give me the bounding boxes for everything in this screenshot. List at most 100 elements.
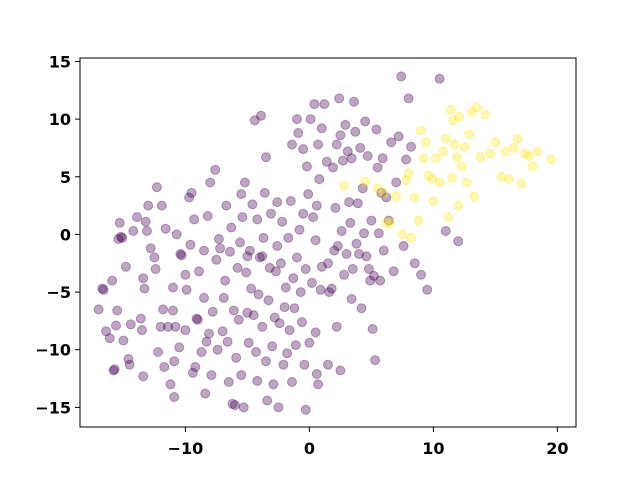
y-tick-label: 0	[60, 225, 71, 244]
data-point	[279, 302, 290, 313]
data-point	[459, 141, 470, 152]
plot-frame	[79, 57, 577, 428]
data-point	[434, 177, 445, 188]
data-point	[267, 341, 278, 352]
data-point	[138, 371, 149, 382]
data-point	[264, 262, 275, 273]
data-point	[257, 321, 268, 332]
data-point	[313, 379, 324, 390]
series-0	[93, 71, 464, 415]
data-point	[335, 130, 346, 141]
data-point	[186, 187, 197, 198]
data-point	[349, 96, 359, 107]
data-point	[345, 217, 356, 228]
data-point	[284, 325, 295, 336]
data-point	[158, 304, 169, 315]
data-point	[490, 137, 501, 148]
data-point	[292, 252, 302, 263]
data-point	[118, 335, 129, 346]
data-point	[171, 229, 182, 240]
data-point	[504, 174, 514, 185]
y-tick-label: 10	[49, 110, 71, 129]
data-point	[416, 125, 426, 136]
data-point	[211, 254, 222, 265]
data-point	[471, 102, 482, 113]
data-point	[243, 337, 254, 348]
data-point	[357, 183, 368, 194]
data-point	[496, 171, 507, 182]
data-point	[280, 282, 291, 293]
data-point	[207, 306, 218, 317]
data-point	[316, 123, 327, 134]
data-point	[175, 249, 186, 259]
data-point	[108, 365, 119, 376]
data-point	[120, 261, 131, 272]
data-point	[512, 133, 523, 144]
data-point	[427, 174, 438, 185]
data-point	[192, 314, 203, 325]
data-point	[378, 187, 389, 198]
data-point	[153, 347, 164, 357]
data-point	[370, 355, 381, 366]
data-point	[174, 342, 185, 353]
data-point	[453, 236, 464, 247]
data-point	[440, 226, 451, 236]
data-point	[124, 359, 135, 370]
data-point	[438, 146, 449, 157]
data-point	[330, 202, 341, 213]
data-point	[278, 359, 289, 370]
data-point	[268, 379, 279, 390]
data-point	[300, 404, 311, 415]
data-point	[360, 176, 371, 187]
data-point	[288, 273, 299, 284]
data-point	[128, 226, 139, 236]
data-point	[111, 320, 121, 331]
data-point	[140, 216, 151, 227]
data-point	[403, 93, 414, 104]
x-tick-label: 20	[546, 439, 568, 458]
data-point	[200, 388, 211, 399]
data-point	[340, 119, 351, 130]
data-point	[372, 183, 383, 194]
data-point	[300, 264, 311, 274]
data-point	[309, 99, 320, 110]
data-point	[237, 212, 248, 223]
data-point	[169, 356, 180, 367]
data-point	[293, 128, 304, 138]
data-point	[378, 245, 389, 256]
data-point	[367, 324, 378, 334]
data-point	[397, 229, 408, 240]
data-point	[269, 312, 280, 323]
data-point	[142, 226, 152, 236]
data-point	[247, 199, 258, 210]
data-point	[375, 275, 386, 286]
data-point	[304, 337, 315, 348]
data-point	[323, 258, 333, 269]
data-point	[104, 333, 115, 344]
data-point	[187, 367, 198, 378]
data-point	[244, 245, 255, 256]
data-point	[190, 362, 201, 372]
data-point	[386, 137, 397, 148]
data-point	[285, 196, 296, 206]
data-point	[256, 110, 266, 121]
data-point	[145, 243, 156, 254]
data-point	[236, 370, 247, 381]
data-point	[311, 369, 322, 379]
data-point	[475, 152, 486, 163]
data-point	[150, 264, 161, 274]
y-tick-label: −10	[35, 341, 71, 360]
data-point	[159, 362, 170, 372]
data-point	[113, 234, 124, 244]
data-point	[406, 232, 417, 243]
data-point	[123, 354, 134, 364]
data-point	[306, 277, 317, 288]
data-point	[295, 287, 306, 298]
data-point	[316, 261, 327, 272]
data-point	[239, 177, 250, 188]
data-point	[287, 139, 297, 150]
data-point	[315, 284, 326, 295]
data-point	[109, 364, 120, 375]
data-point	[342, 146, 353, 157]
